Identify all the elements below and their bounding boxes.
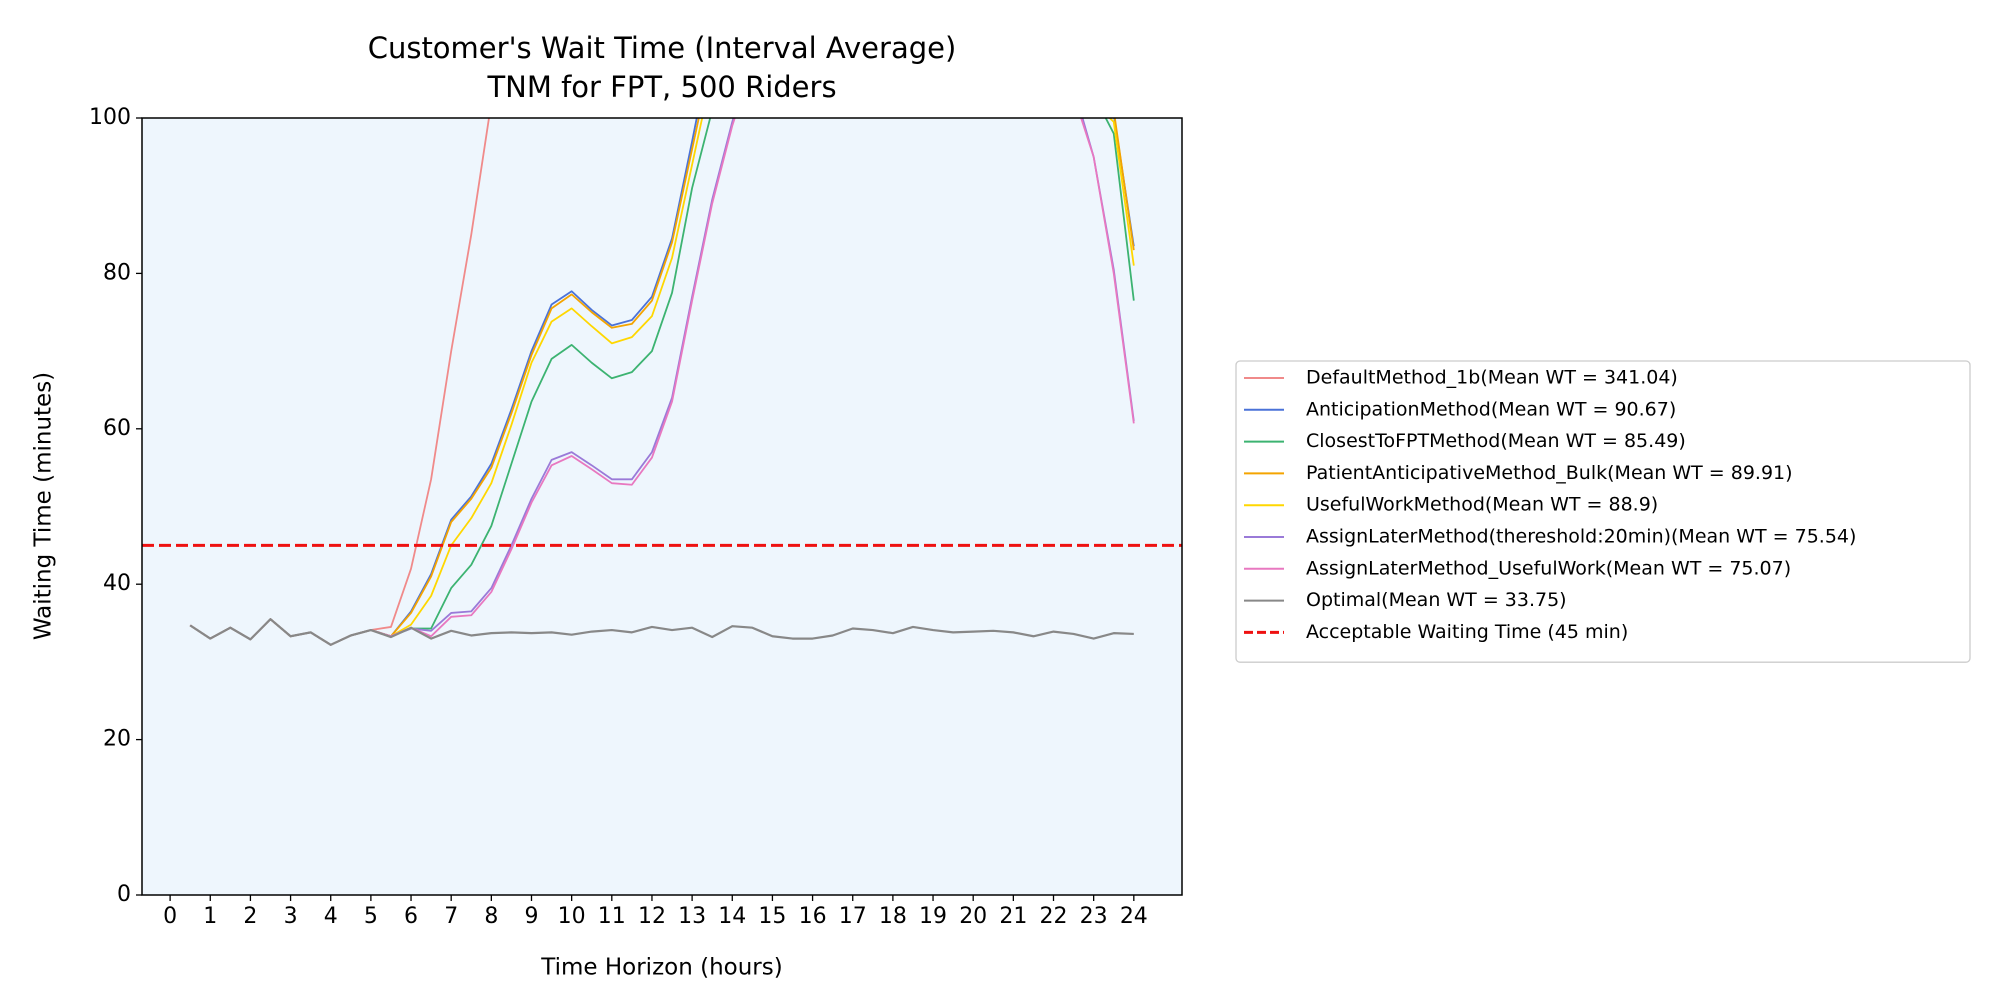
- x-tick-label: 3: [284, 904, 298, 929]
- x-tick-label: 21: [999, 904, 1027, 929]
- series-line: [189, 618, 1134, 646]
- legend-label: DefaultMethod_1b(Mean WT = 341.04): [1306, 367, 1678, 389]
- plot-background: [142, 118, 1182, 895]
- x-tick-label: 20: [959, 904, 987, 929]
- legend-label: AssignLaterMethod_UsefulWork(Mean WT = 7…: [1306, 557, 1791, 579]
- x-axis-label: Time Horizon (hours): [540, 955, 782, 981]
- x-tick-label: 22: [1040, 904, 1068, 929]
- y-tick-label: 100: [89, 105, 131, 130]
- x-tick-label: 0: [163, 904, 177, 929]
- x-tick-label: 10: [558, 904, 586, 929]
- chart-subtitle: TNM for FPT, 500 Riders: [486, 70, 836, 104]
- y-tick-label: 80: [103, 260, 131, 285]
- x-tick-label: 4: [324, 904, 338, 929]
- x-tick-label: 15: [758, 904, 786, 929]
- x-tick-label: 14: [718, 904, 746, 929]
- x-tick-label: 24: [1120, 904, 1148, 929]
- plot-frame: [141, 117, 1183, 896]
- x-tick-label: 19: [919, 904, 947, 929]
- x-tick-label: 1: [203, 904, 217, 929]
- x-tick-label: 9: [524, 904, 538, 929]
- x-tick-label: 23: [1080, 904, 1108, 929]
- y-tick-label: 40: [103, 571, 131, 596]
- legend-label: Optimal(Mean WT = 33.75): [1306, 589, 1567, 611]
- x-tick-label: 5: [364, 904, 378, 929]
- x-tick-label: 16: [799, 904, 827, 929]
- x-tick-label: 12: [638, 904, 666, 929]
- x-tick-label: 18: [879, 904, 907, 929]
- legend-label: ClosestToFPTMethod(Mean WT = 85.49): [1306, 430, 1686, 452]
- x-tick-label: 7: [444, 904, 458, 929]
- legend-box: [1235, 360, 1971, 663]
- y-tick-label: 60: [103, 416, 131, 441]
- y-axis-label: Waiting Time (minutes): [31, 372, 57, 640]
- legend-label: AnticipationMethod(Mean WT = 90.67): [1306, 398, 1676, 420]
- legend-label: PatientAnticipativeMethod_Bulk(Mean WT =…: [1306, 462, 1793, 484]
- x-tick-label: 6: [404, 904, 418, 929]
- plot-lines: [142, 118, 1182, 646]
- x-tick-label: 11: [598, 904, 626, 929]
- y-tick-label: 0: [117, 882, 131, 907]
- legend-label: AssignLaterMethod(thereshold:20min)(Mean…: [1306, 526, 1856, 548]
- x-tick-label: 13: [678, 904, 706, 929]
- x-tick-label: 8: [484, 904, 498, 929]
- legend-label: UsefulWorkMethod(Mean WT = 88.9): [1306, 494, 1658, 516]
- legend-label: Acceptable Waiting Time (45 min): [1306, 621, 1628, 643]
- x-tick-label: 2: [243, 904, 257, 929]
- legend: DefaultMethod_1b(Mean WT = 341.04) Antici…: [1235, 360, 1971, 663]
- y-tick-label: 20: [103, 727, 131, 752]
- chart-title: Customer's Wait Time (Interval Average): [368, 31, 957, 65]
- x-tick-label: 17: [839, 904, 867, 929]
